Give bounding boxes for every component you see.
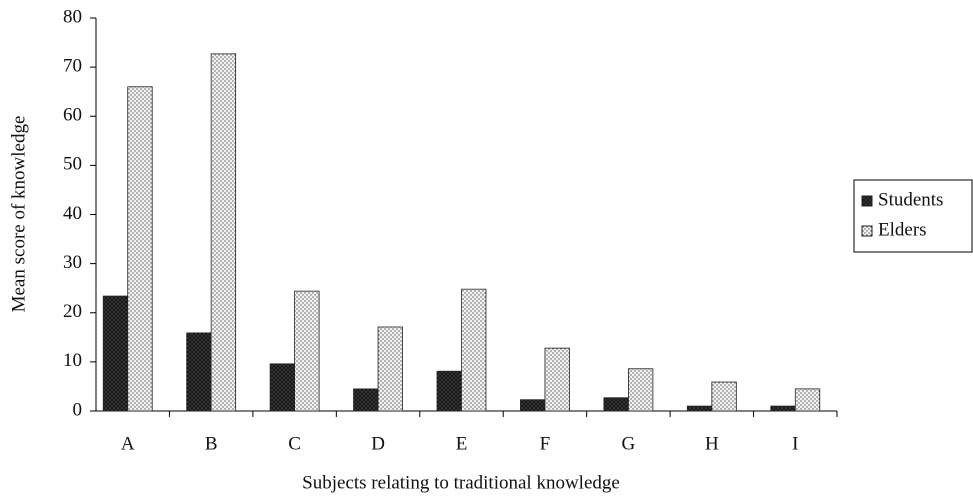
y-tick-label: 40 <box>63 203 82 224</box>
bar <box>794 388 821 412</box>
x-tick-label: H <box>705 433 719 454</box>
bar <box>711 381 737 412</box>
x-tick-label: D <box>371 433 385 454</box>
bar <box>210 53 237 412</box>
y-tick-label: 50 <box>63 154 82 175</box>
bar <box>102 295 129 412</box>
x-tick-label: E <box>456 433 468 454</box>
bar <box>269 363 296 412</box>
legend-swatch <box>861 225 873 237</box>
x-tick-label: I <box>792 433 798 454</box>
y-tick-label: 70 <box>63 55 82 76</box>
legend-swatch <box>861 195 873 207</box>
legend-label: Students <box>878 189 943 210</box>
y-tick-label: 20 <box>63 301 82 322</box>
legend-label: Elders <box>878 219 927 240</box>
x-tick-label: B <box>205 433 218 454</box>
y-tick-label: 60 <box>63 105 82 126</box>
bar <box>544 347 570 412</box>
bar <box>520 399 546 412</box>
x-tick-label: C <box>288 433 301 454</box>
legend-box <box>853 179 973 253</box>
x-tick-label: A <box>121 433 135 454</box>
bar <box>294 290 320 412</box>
bar <box>770 405 796 412</box>
y-tick-label: 80 <box>63 6 82 27</box>
y-tick-label: 0 <box>73 399 83 420</box>
y-tick-label: 10 <box>63 350 82 371</box>
bar <box>127 86 153 412</box>
x-axis-label: Subjects relating to traditional knowled… <box>302 472 620 493</box>
bar <box>603 397 629 412</box>
bar <box>436 370 462 412</box>
x-tick-label: F <box>540 433 551 454</box>
bar <box>353 388 379 412</box>
bar <box>377 326 403 412</box>
x-tick-label: G <box>622 433 636 454</box>
y-tick-label: 30 <box>63 252 82 273</box>
y-axis-label: Mean score of knowledge <box>8 116 29 313</box>
bar <box>627 368 654 412</box>
bar <box>686 405 713 412</box>
bar <box>461 288 487 412</box>
bar <box>186 332 212 412</box>
